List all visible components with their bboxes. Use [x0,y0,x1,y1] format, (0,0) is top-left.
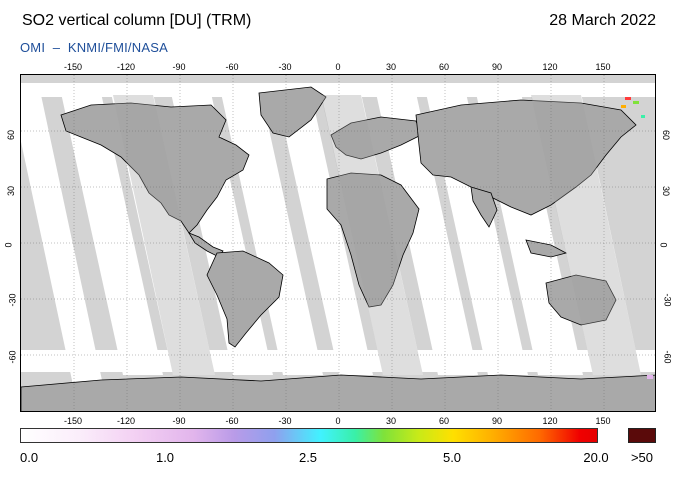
colorbar-label: 0.0 [20,450,39,465]
north-america [60,102,250,234]
indonesia [525,239,568,258]
india [470,186,498,228]
lon-tick-bottom: 30 [385,416,397,426]
lat-tick-left: -60 [7,350,18,364]
land-swath-shading [113,95,641,375]
lon-tick-bottom: -30 [278,416,292,426]
lat-tick-left: -30 [7,293,18,307]
lon-tick-top: 120 [542,62,558,72]
lat-tick-right: 30 [661,185,672,197]
lat-tick-left: 0 [3,242,14,248]
lon-tick-bottom: -150 [63,416,83,426]
colorbar-overflow-label: >50 [630,450,654,465]
world-map-svg [21,75,655,411]
europe [330,116,422,160]
lon-tick-top: 0 [335,62,341,72]
lat-tick-left: 30 [6,185,17,197]
lon-tick-top: -120 [116,62,136,72]
landmasses [21,86,655,411]
lon-tick-bottom: 120 [542,416,558,426]
lat-tick-right: 60 [661,129,672,141]
lon-tick-bottom: -60 [225,416,239,426]
lon-tick-top: -30 [278,62,292,72]
map-date: 28 March 2022 [549,12,656,29]
colorbar-label: 1.0 [155,450,175,465]
lon-tick-top: 150 [595,62,611,72]
lon-tick-top: -60 [225,62,239,72]
lon-tick-bottom: -90 [172,416,186,426]
lon-tick-top: 30 [385,62,397,72]
graticule [21,75,655,411]
data-credit: OMI – KNMI/FMI/NASA [20,40,168,55]
colorbar-label: 2.5 [298,450,318,465]
asia [415,99,637,216]
lon-tick-bottom: 90 [491,416,503,426]
colorbar-label: 20.0 [583,450,609,465]
lon-tick-bottom: 150 [595,416,611,426]
antarctica [21,374,655,411]
so2-map [20,74,656,412]
south-america [206,250,284,348]
lon-tick-bottom: -120 [116,416,136,426]
colorbar [20,428,598,443]
lat-tick-left: 60 [6,129,17,141]
australia [545,274,617,326]
lat-tick-right: 0 [658,242,669,248]
map-title: SO2 vertical column [DU] (TRM) [22,12,252,29]
lat-tick-right: -60 [662,350,673,364]
lon-tick-top: -150 [63,62,83,72]
colorbar-label: 5.0 [442,450,462,465]
africa [326,172,420,308]
lon-tick-bottom: 0 [335,416,341,426]
greenland [258,86,327,138]
lat-tick-right: -30 [662,293,673,307]
colorbar-overflow-swatch [628,428,656,443]
lon-tick-bottom: 60 [438,416,450,426]
lon-tick-top: 90 [491,62,503,72]
high-value-spots [621,97,653,379]
lon-tick-top: -90 [172,62,186,72]
lon-tick-top: 60 [438,62,450,72]
